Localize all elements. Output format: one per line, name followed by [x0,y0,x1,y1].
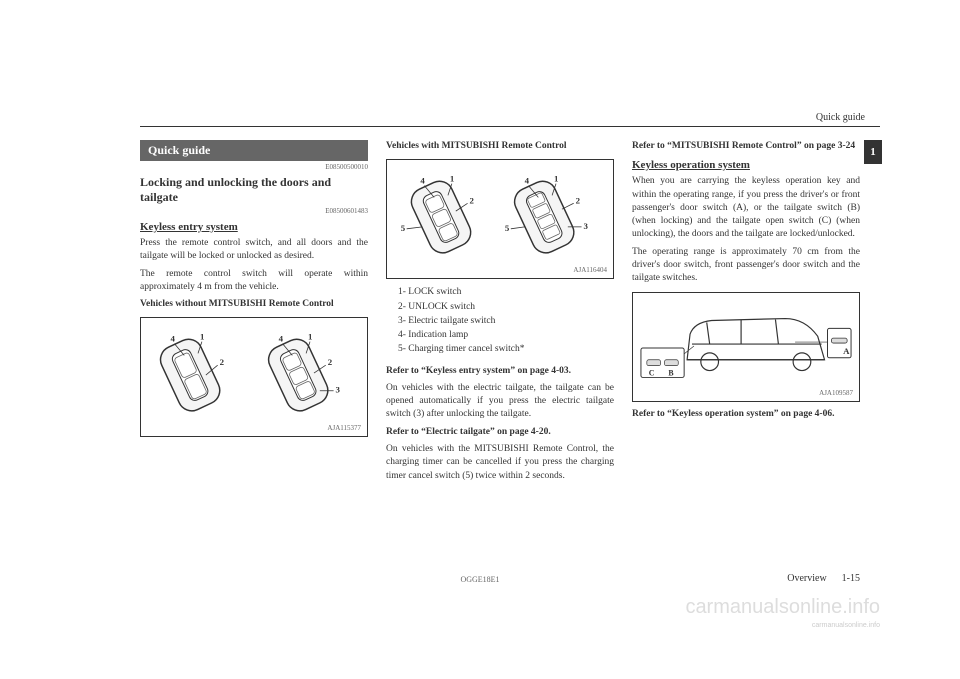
key-fob-diagram-icon: 4 1 2 4 1 2 3 [141,318,367,436]
vehicle-diagram-icon: A C B [633,293,859,401]
sub-subheading-keyless-entry: Keyless entry system [140,221,368,233]
header-section-name: Quick guide [816,112,865,123]
figure-label: AJA115377 [327,424,361,432]
column-3: Refer to “MITSUBISHI Remote Control” on … [632,140,860,487]
svg-text:A: A [843,346,850,356]
watermark-main: carmanualsonline.info [685,596,880,619]
svg-text:4: 4 [170,334,175,344]
paragraph: The remote control switch will operate w… [140,268,368,295]
figure-label: AJA116404 [573,266,607,274]
footer-page-number: Overview 1-15 [787,573,860,584]
svg-text:4: 4 [525,176,530,186]
header-divider [140,126,880,127]
column-2: Vehicles with MITSUBISHI Remote Control … [386,140,614,487]
paragraph: On vehicles with the electric tailgate, … [386,382,614,422]
svg-text:4: 4 [420,176,425,186]
svg-text:2: 2 [470,196,475,206]
column-1: Quick guide E08500500010 Locking and unl… [140,140,368,487]
chapter-tab: 1 [864,140,882,164]
svg-text:4: 4 [279,334,284,344]
paragraph: Press the remote control switch, and all… [140,237,368,264]
svg-text:C: C [649,368,655,377]
figure-label: AJA109587 [819,389,853,397]
content-columns: Quick guide E08500500010 Locking and unl… [140,140,860,487]
svg-text:2: 2 [576,196,581,206]
paragraph: The operating range is approximately 70 … [632,246,860,286]
subheading-locking: Locking and unlocking the doors and tail… [140,175,368,205]
list-item: 4- Indication lamp [386,328,614,342]
svg-text:1: 1 [308,332,312,342]
svg-text:2: 2 [220,358,225,368]
ref-code: E08500601483 [140,207,368,215]
watermark-small: carmanualsonline.info [812,622,880,629]
sub-subheading-keyless-operation: Keyless operation system [632,159,860,171]
svg-text:1: 1 [450,174,454,184]
footer-doc-code: OGGE18E1 [460,575,499,584]
key-fob-diagram-icon: 4 1 2 5 4 1 2 3 [387,160,613,278]
section-header: Quick guide [140,140,368,161]
svg-text:3: 3 [336,385,341,395]
svg-text:3: 3 [584,221,589,231]
list-item: 3- Electric tailgate switch [386,314,614,328]
paragraph-bold: Refer to “Electric tailgate” on page 4-2… [386,426,614,439]
paragraph-bold: Refer to “MITSUBISHI Remote Control” on … [632,140,860,153]
svg-text:5: 5 [505,223,510,233]
svg-text:B: B [668,368,674,377]
figure-remote-without: 4 1 2 4 1 2 3 [140,317,368,437]
svg-text:1: 1 [554,174,558,184]
paragraph: On vehicles with the MITSUBISHI Remote C… [386,443,614,483]
list-item: 5- Charging timer cancel switch* [386,342,614,356]
svg-text:5: 5 [401,223,406,233]
svg-text:1: 1 [200,332,204,342]
ref-code: E08500500010 [140,163,368,171]
paragraph: When you are carrying the keyless operat… [632,175,860,241]
paragraph-bold: Refer to “Keyless operation system” on p… [632,408,860,421]
paragraph-bold: Vehicles without MITSUBISHI Remote Contr… [140,298,368,311]
list-item: 2- UNLOCK switch [386,300,614,314]
svg-text:2: 2 [328,358,333,368]
figure-remote-with: 4 1 2 5 4 1 2 3 [386,159,614,279]
list-item: 1- LOCK switch [386,285,614,299]
paragraph-bold: Vehicles with MITSUBISHI Remote Control [386,140,614,153]
paragraph-bold: Refer to “Keyless entry system” on page … [386,365,614,378]
figure-vehicle: A C B AJA109587 [632,292,860,402]
